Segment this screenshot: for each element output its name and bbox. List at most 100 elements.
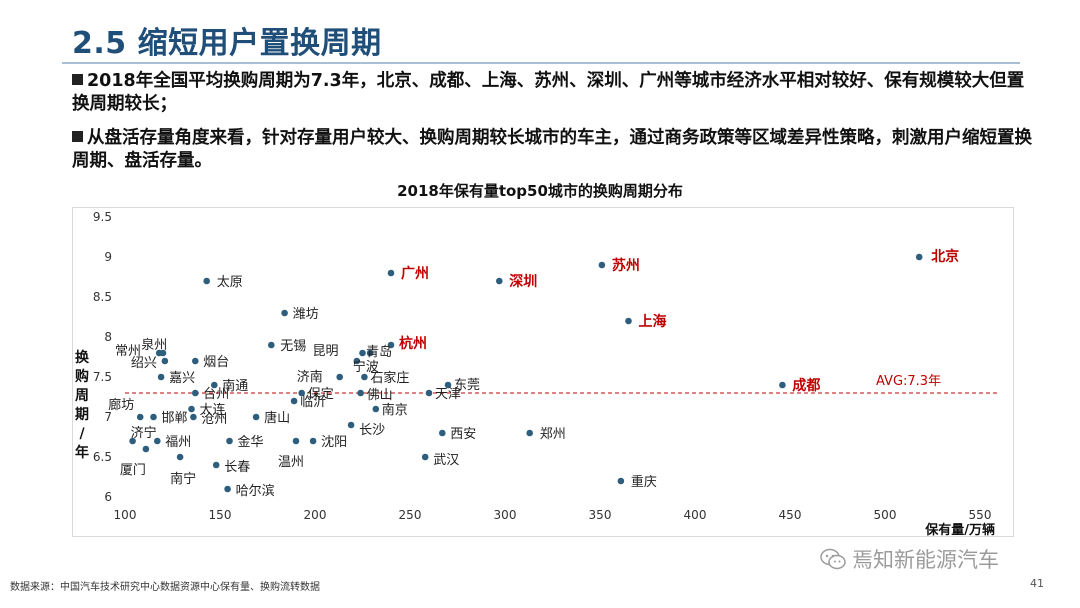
scatter-point bbox=[129, 437, 136, 445]
data-point-西安: 西安 bbox=[439, 427, 476, 442]
point-label: 绍兴 bbox=[131, 356, 157, 371]
point-label: 廊坊 bbox=[108, 397, 134, 413]
bullet-point-1: 2018年全国平均换购周期为7.3年，北京、成都、上海、苏州、深圳、广州等城市经… bbox=[72, 70, 1032, 116]
data-point-青岛: 青岛 bbox=[366, 344, 392, 360]
point-label: 杭州 bbox=[399, 335, 427, 352]
point-label: 上海 bbox=[639, 313, 667, 330]
scatter-point bbox=[224, 485, 231, 493]
data-point-东莞: 东莞 bbox=[444, 378, 480, 393]
scatter-point bbox=[290, 397, 298, 405]
page-number: 41 bbox=[1030, 577, 1044, 590]
data-point-廊坊: 廊坊 bbox=[108, 397, 144, 421]
data-point-成都: 成都 bbox=[779, 377, 820, 394]
scatter-point bbox=[361, 373, 368, 381]
y-tick-label: 8 bbox=[104, 330, 112, 344]
data-point-广州: 广州 bbox=[387, 265, 429, 282]
scatter-point bbox=[357, 389, 364, 397]
scatter-point bbox=[347, 421, 355, 429]
scatter-point bbox=[188, 405, 195, 413]
scatter-point bbox=[779, 381, 786, 389]
data-point-唐山: 唐山 bbox=[252, 410, 290, 426]
y-tick-label: 6.5 bbox=[93, 450, 112, 464]
point-label: 哈尔滨 bbox=[236, 483, 275, 499]
scatter-point bbox=[625, 317, 632, 325]
point-label: 泉州 bbox=[141, 337, 167, 353]
scatter-point bbox=[617, 477, 625, 485]
square-bullet-icon bbox=[72, 131, 83, 142]
x-tick-label: 500 bbox=[874, 508, 897, 522]
point-label: 温州 bbox=[278, 455, 304, 470]
scatter-point bbox=[439, 429, 446, 437]
data-point-南通: 南通 bbox=[211, 378, 248, 394]
data-point-太原: 太原 bbox=[203, 275, 243, 290]
point-label: 长沙 bbox=[359, 423, 385, 438]
scatter-point bbox=[192, 389, 199, 397]
point-label: 沧州 bbox=[201, 411, 227, 427]
point-label: 太原 bbox=[217, 275, 243, 290]
point-label: 南通 bbox=[222, 378, 248, 394]
x-tick-label: 550 bbox=[969, 508, 992, 522]
data-point-昆明: 昆明 bbox=[313, 344, 366, 359]
point-label: 长春 bbox=[224, 460, 250, 475]
point-label: 广州 bbox=[401, 265, 429, 282]
point-label: 北京 bbox=[931, 248, 959, 265]
data-point-无锡: 无锡 bbox=[268, 339, 306, 354]
point-label: 深圳 bbox=[509, 273, 537, 290]
point-label: 武汉 bbox=[433, 453, 459, 468]
scatter-point bbox=[336, 373, 344, 381]
point-label: 临沂 bbox=[300, 395, 326, 410]
point-label: 佛山 bbox=[367, 388, 393, 403]
scatter-point bbox=[309, 437, 317, 445]
title-divider bbox=[62, 62, 1020, 64]
data-point-长春: 长春 bbox=[212, 460, 250, 475]
data-point-潍坊: 潍坊 bbox=[281, 307, 319, 322]
scatter-point bbox=[157, 373, 165, 381]
point-label: 福州 bbox=[165, 435, 191, 450]
point-label: 台州 bbox=[203, 387, 229, 402]
data-point-烟台: 烟台 bbox=[192, 355, 229, 370]
data-point-福州: 福州 bbox=[154, 435, 191, 450]
data-point-保定: 保定 bbox=[298, 387, 334, 402]
average-line-label: AVG:7.3年 bbox=[876, 374, 941, 389]
y-tick-label: 7.5 bbox=[93, 370, 112, 384]
point-label: 嘉兴 bbox=[169, 371, 195, 386]
point-label: 宁波 bbox=[353, 359, 379, 375]
scatter-point bbox=[190, 413, 197, 421]
scatter-point bbox=[353, 357, 361, 365]
x-tick-label: 200 bbox=[304, 508, 327, 522]
x-tick-label: 100 bbox=[114, 508, 137, 522]
y-tick-label: 7 bbox=[104, 410, 112, 424]
scatter-point bbox=[226, 437, 233, 445]
data-point-嘉兴: 嘉兴 bbox=[157, 371, 195, 386]
data-point-沈阳: 沈阳 bbox=[309, 435, 347, 450]
data-point-武汉: 武汉 bbox=[421, 453, 459, 468]
scatter-point bbox=[526, 429, 533, 437]
y-tick-label: 6 bbox=[104, 490, 112, 504]
scatter-point bbox=[136, 413, 144, 421]
bullet-text-2: 从盘活存量角度来看，针对存量用户较大、换购周期较长城市的车主，通过商务政策等区域… bbox=[72, 128, 1032, 171]
point-label: 郑州 bbox=[540, 427, 566, 442]
point-label: 天津 bbox=[435, 387, 461, 402]
scatter-point bbox=[444, 381, 452, 389]
data-point-济宁: 济宁 bbox=[129, 425, 157, 445]
point-label: 苏州 bbox=[612, 257, 640, 274]
scatter-point bbox=[211, 381, 218, 389]
x-tick-label: 250 bbox=[399, 508, 422, 522]
point-label: 南宁 bbox=[170, 471, 196, 487]
scatter-point bbox=[268, 341, 275, 349]
scatter-point bbox=[915, 253, 923, 261]
x-tick-label: 400 bbox=[684, 508, 707, 522]
scatter-point bbox=[192, 357, 199, 365]
data-point-重庆: 重庆 bbox=[617, 474, 657, 490]
point-label: 沈阳 bbox=[321, 435, 347, 450]
y-tick-label: 8.5 bbox=[93, 290, 112, 304]
point-label: 大连 bbox=[200, 402, 226, 418]
data-point-大连: 大连 bbox=[188, 402, 226, 418]
scatter-point bbox=[159, 349, 167, 357]
scatter-point bbox=[161, 357, 169, 365]
square-bullet-icon bbox=[72, 74, 83, 85]
watermark: 焉知新能源汽车 bbox=[820, 544, 999, 574]
watermark-text: 焉知新能源汽车 bbox=[852, 548, 999, 572]
data-point-石家庄: 石家庄 bbox=[361, 370, 409, 386]
scatter-point bbox=[292, 437, 300, 445]
